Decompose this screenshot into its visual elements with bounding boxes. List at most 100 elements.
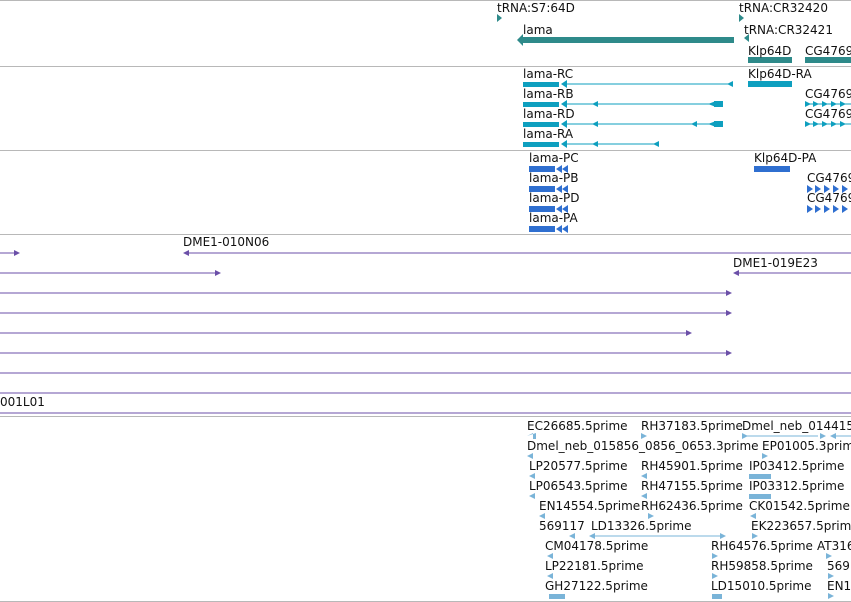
est-rh59858-feature[interactable] [712,573,718,579]
gene-track-features [497,14,851,63]
transcript-label-lama-rc: lama-RC [523,67,574,81]
trna-cr32420-feature[interactable] [739,14,744,22]
est-rh37183-feature[interactable] [641,433,647,439]
protein-label-lama-pc: lama-PC [529,151,579,165]
est-label: CK01542.5prime [749,499,850,513]
est-ck01542-feature[interactable] [750,513,756,519]
est-dmel-neb-015856-feature[interactable] [527,453,533,459]
protein-label-klp64d-pa: Klp64D-PA [754,151,817,165]
transcript-lama-ra[interactable] [523,140,659,148]
est-label: EK223657.5prime [751,519,851,533]
clone-label-dme1-010n06: DME1-010N06 [183,235,270,249]
est-label: EP01005.3prime [762,439,851,453]
est-lp20577-feature[interactable] [529,473,535,479]
est-gh27122-feature[interactable] [549,594,565,599]
est-ip03412-feature[interactable] [749,474,771,479]
transcript-klp64d-ra[interactable] [748,81,792,87]
klp64d-gene-feature[interactable] [748,57,792,63]
est-en1-feature[interactable] [828,593,834,599]
est-label: RH37183.5prime [641,419,743,433]
gene-label-lama: lama [523,23,553,37]
est-label: Dmel_neb_015856_0856_0653.3prime [527,439,759,453]
est-label: IP03412.5prime [749,459,845,473]
transcript-lama-rc[interactable] [523,80,733,88]
track-divider [0,0,851,1]
gene-label-trna-s7-64d: tRNA:S7:64D [497,1,575,15]
est-rh62436-feature[interactable] [648,513,654,519]
transcript-cg4769-a[interactable] [805,101,851,107]
clone-label-001l01: 001L01 [0,395,45,409]
est-label: RH64576.5prime [711,539,813,553]
protein-label-lama-pa: lama-PA [529,211,578,225]
transcript-label-klp64d-ra: Klp64D-RA [748,67,812,81]
transcript-lama-rd[interactable] [523,120,723,128]
trna-s7-64d-feature[interactable] [497,14,502,22]
transcript-label-cg4769-a: CG4769 [805,87,851,101]
est-ld15010-feature[interactable] [712,594,722,599]
clone-row-5[interactable] [0,330,692,336]
est-569-feature[interactable] [828,573,834,579]
cg4769-gene-feature[interactable] [805,57,851,63]
transcript-label-lama-ra: lama-RA [523,127,574,141]
est-label: CM04178.5prime [545,539,649,553]
protein-lama-pd[interactable] [529,205,568,213]
est-ld13326-feature[interactable] [589,533,726,539]
transcript-label-lama-rd: lama-RD [523,107,575,121]
track-divider [0,150,851,151]
protein-lama-pa[interactable] [529,225,568,233]
est-label: LP06543.5prime [529,479,628,493]
protein-cg4769-a[interactable] [807,185,848,193]
transcript-label-cg4769-b: CG4769 [805,107,851,121]
protein-label-cg4769-a: CG4769 [807,171,851,185]
est-label: LP22181.5prime [545,559,644,573]
est-en14554-feature[interactable] [539,513,545,519]
est-ip03312-feature[interactable] [749,494,771,499]
est-lp06543-feature[interactable] [529,493,535,499]
est-cm04178-feature[interactable] [547,553,553,559]
est-rh47155-feature[interactable] [641,493,647,499]
gene-label-trna-cr32421: tRNA:CR32421 [744,23,833,37]
transcript-track: lama-RC lama-RB lama-RD lama-RA Klp64D-R… [0,67,851,150]
track-divider [0,66,851,67]
lama-gene-feature[interactable] [523,37,734,43]
est-ek223657-feature[interactable] [752,533,758,539]
clone-track-features [0,250,851,414]
est-569117-feature[interactable] [569,533,575,539]
track-divider [0,416,851,417]
gene-label-cg4769: CG4769 [805,44,851,58]
est-lp22181-feature[interactable] [547,573,553,579]
clone-row-2[interactable] [0,270,851,276]
est-dmel-neb-014415-feature[interactable] [742,433,851,439]
clone-row-1[interactable] [0,250,851,256]
protein-track-features [529,165,848,233]
protein-track: lama-PC lama-PB lama-PD lama-PA Klp64D-P… [0,151,851,234]
est-label: RH59858.5prime [711,559,813,573]
clone-row-4[interactable] [0,310,732,316]
est-label: IP03312.5prime [749,479,845,493]
clone-row-3[interactable] [0,290,732,296]
est-rh45901-feature[interactable] [641,473,647,479]
clone-row-6[interactable] [0,350,732,356]
est-at316-feature[interactable] [826,553,832,559]
est-label: EC26685.5prime [527,419,628,433]
protein-lama-pc[interactable] [529,165,568,173]
est-label: EN14554.5prime [539,499,641,513]
clone-track: DME1-010N06 DME1-019E23 001L01 [0,235,851,416]
est-label: RH47155.5prime [641,479,743,493]
est-ep01005-feature[interactable] [762,453,768,459]
est-rh64576-feature[interactable] [712,553,718,559]
protein-cg4769-b[interactable] [807,205,848,213]
protein-label-lama-pd: lama-PD [529,191,580,205]
protein-lama-pb[interactable] [529,185,568,193]
transcript-cg4769-b[interactable] [805,121,851,127]
est-label: LD15010.5prime [711,579,812,593]
est-label: LP20577.5prime [529,459,628,473]
est-label: RH62436.5prime [641,499,743,513]
trna-cr32421-feature[interactable] [744,34,749,42]
est-ec26685-feature[interactable] [527,433,536,439]
protein-label-lama-pb: lama-PB [529,171,579,185]
est-track-features [527,433,851,599]
protein-klp64d-pa[interactable] [754,166,790,172]
transcript-lama-rb[interactable] [523,100,723,108]
